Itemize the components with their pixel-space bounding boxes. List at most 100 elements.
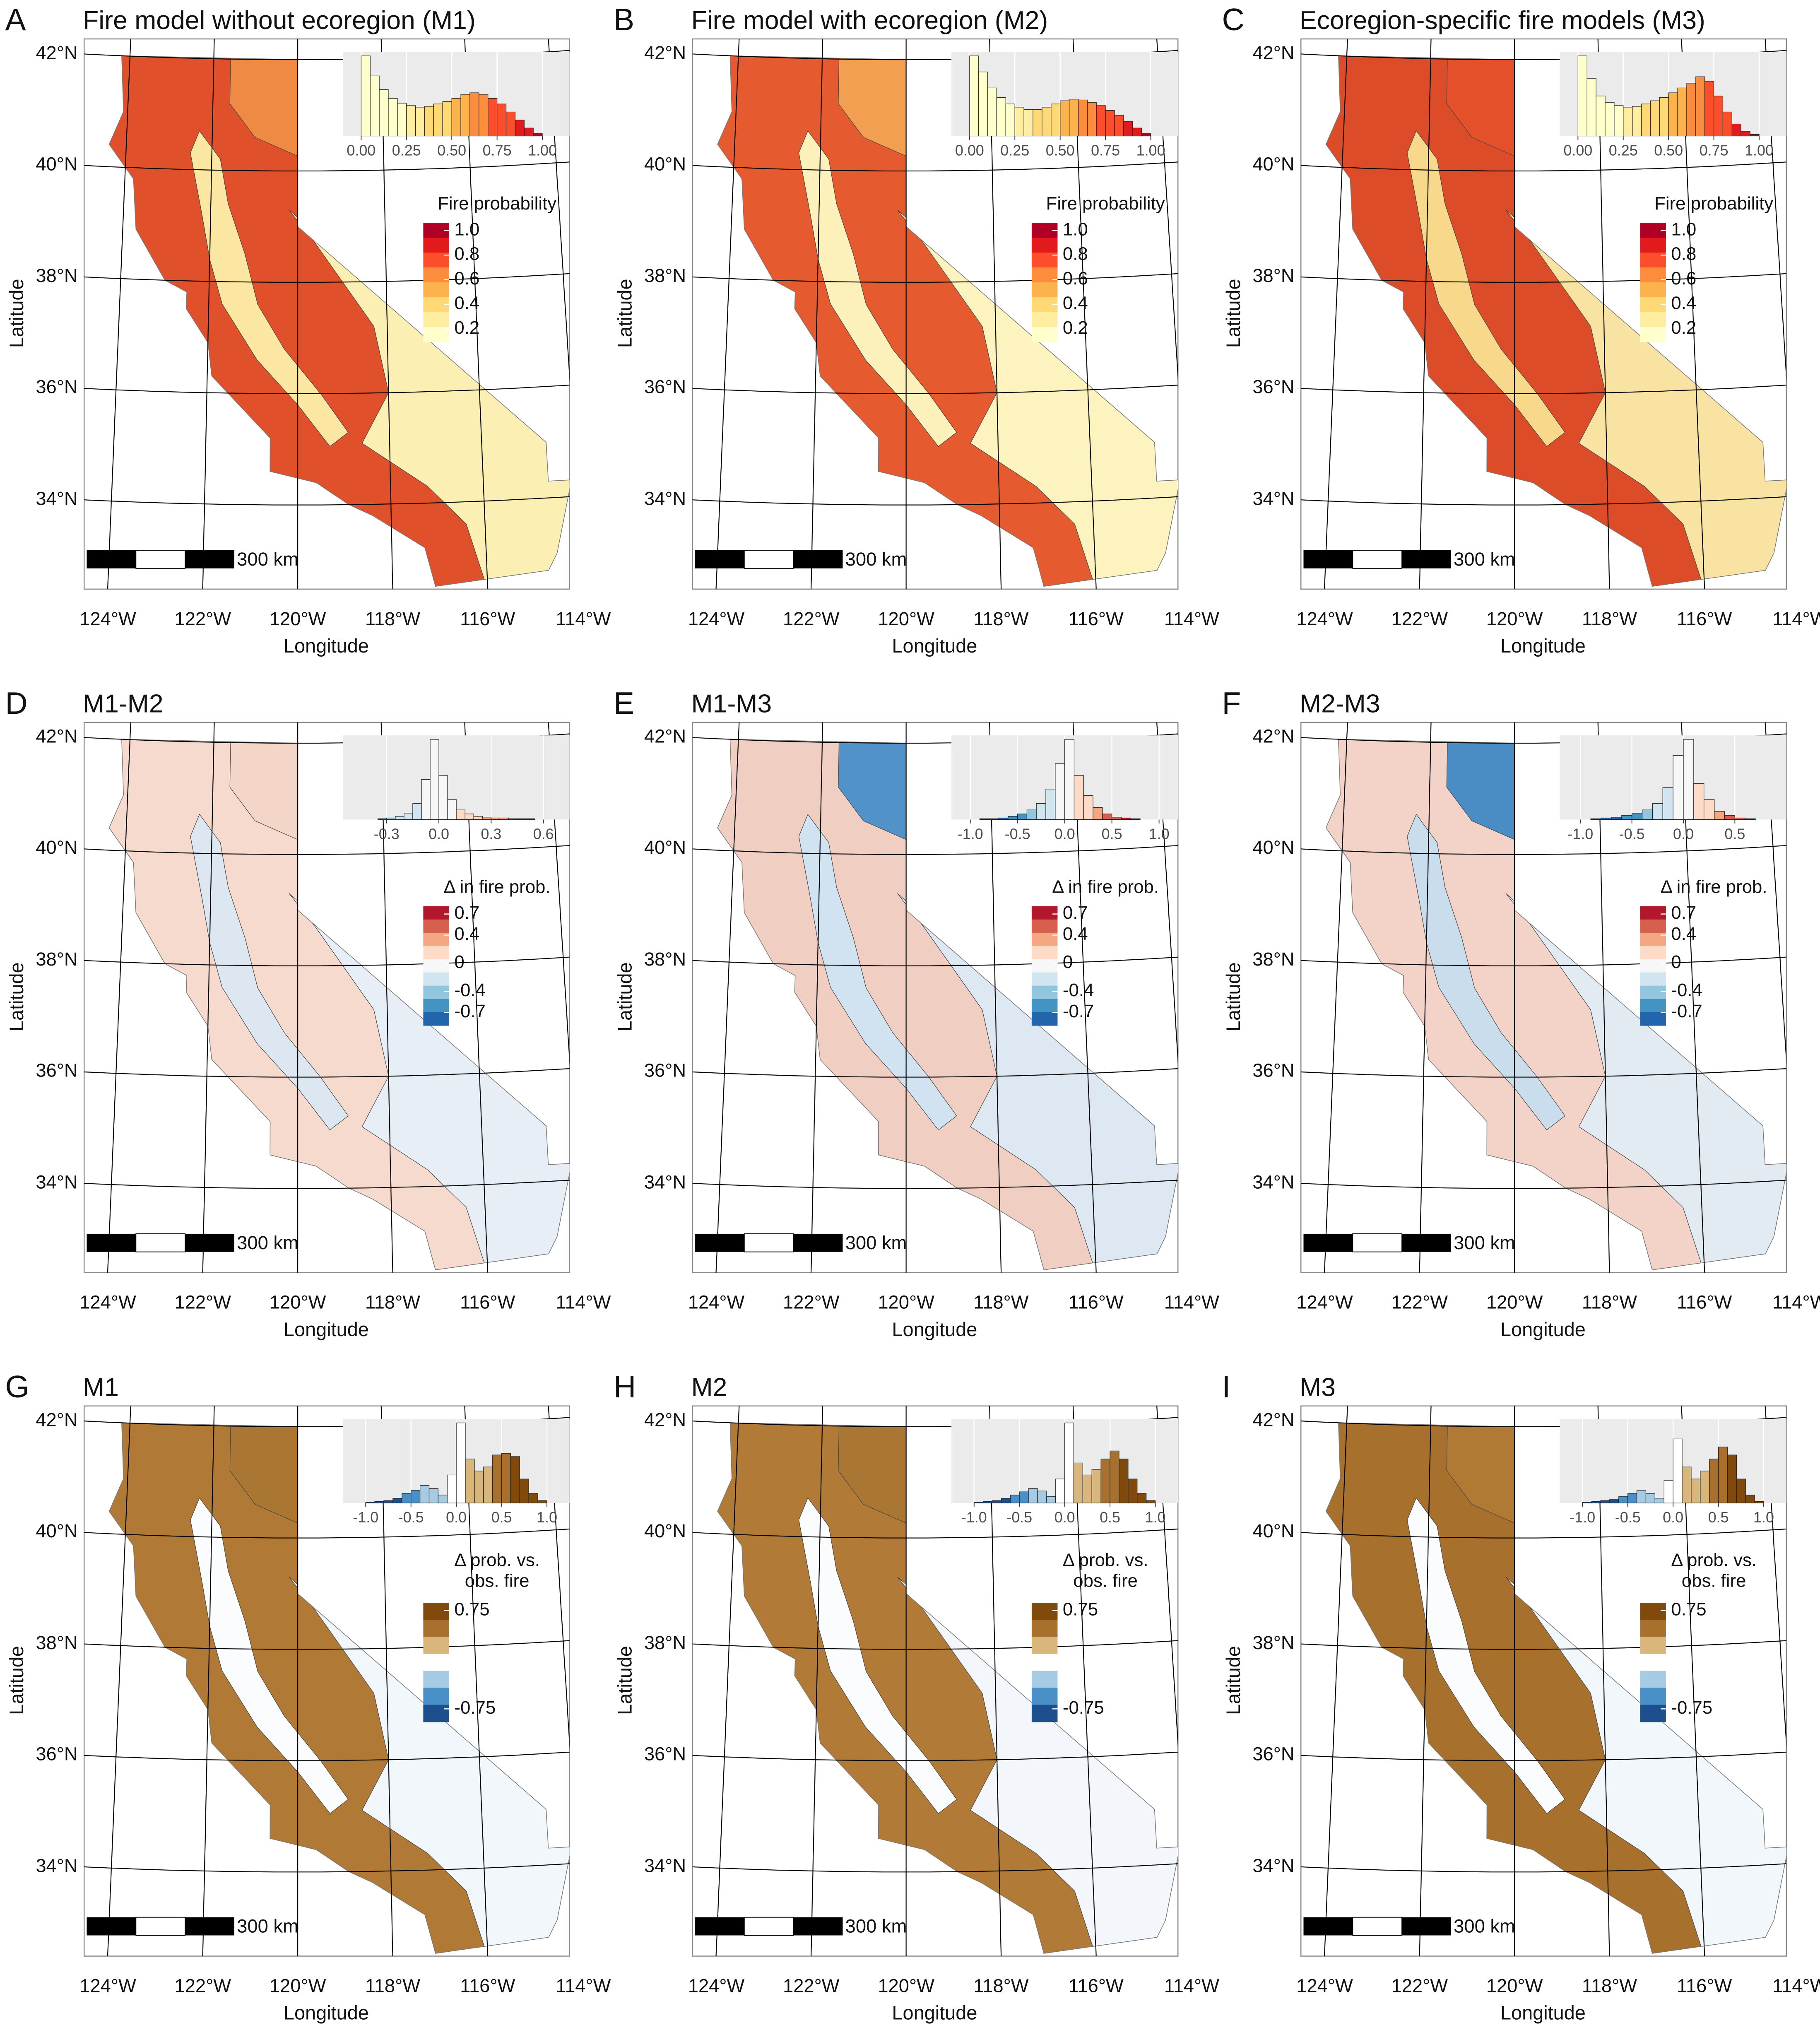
histogram-bar [479,94,489,137]
legend-swatch [1640,237,1666,253]
legend-swatch [1031,237,1058,253]
legend-label: 0.7 [454,903,479,923]
y-tick-label: 34°N [1252,488,1294,509]
histogram-bar [442,101,452,137]
scale-bar [185,550,234,568]
region-northeast [1446,739,1524,844]
histogram-bar [374,1501,384,1503]
histogram-bar [1609,1498,1619,1503]
panel-letter: F [1222,686,1241,720]
graticule-lat [1301,1417,1786,1427]
graticule-lat [1301,1180,1786,1189]
histogram-bar [483,1467,493,1503]
panel-letter: I [1222,1369,1231,1404]
histogram-tick-label: 0.5 [491,1509,512,1526]
histogram-bar [1128,1479,1138,1503]
graticule-lat [84,273,570,283]
x-tick-label: 114°W [1164,608,1219,629]
histogram-bar [474,1471,484,1503]
histogram-bar [1114,115,1124,137]
state-outline [1325,55,1786,587]
legend-swatch [1031,919,1058,933]
map [1301,39,1786,589]
y-tick-label: 42°N [644,726,686,747]
graticule-lat [84,50,570,60]
graticule-lat [84,161,570,172]
x-tick-label: 124°W [79,1975,136,1996]
histogram-bar [1033,109,1042,137]
panel-title: M1-M3 [691,689,772,718]
histogram-bar [1686,83,1696,137]
x-tick-label: 118°W [1582,1975,1637,1996]
legend-label: 0.4 [454,924,479,944]
histogram-bar [1601,817,1612,820]
legend-label: 0.6 [1063,268,1088,289]
histogram-bar [1641,104,1651,137]
graticule-lon [202,39,215,589]
histogram-tick-label: 0.75 [1700,142,1729,159]
scale-bar [1402,1917,1451,1936]
legend-swatch [1031,959,1058,973]
graticule-lat [84,845,570,855]
histogram-bar [978,72,988,137]
graticule-lat [692,50,1178,60]
legend-label: -0.4 [1063,980,1094,1000]
y-tick-label: 38°N [1252,265,1294,286]
x-tick-label: 118°W [973,608,1028,629]
scale-label: 300 km [845,1232,907,1253]
region-northeast [229,55,307,161]
histogram-bar [370,75,380,137]
x-tick-label: 114°W [1772,608,1820,629]
histogram-tick-label: 1.0 [537,1509,557,1526]
y-tick-label: 38°N [36,949,77,970]
x-tick-label: 122°W [783,1292,840,1313]
histogram-bar [501,1453,511,1503]
y-axis-title: Latitude [6,962,27,1031]
y-tick-label: 34°N [644,1172,686,1193]
scale-bar [1303,1917,1353,1936]
legend-swatch [423,1602,449,1621]
legend-swatch [423,919,449,933]
histogram-bar [411,1490,421,1503]
legend-swatch [423,946,449,960]
histogram-tick-label: 0.75 [1091,142,1120,159]
legend-swatch [1640,959,1666,973]
x-axis-title: Longitude [1500,2002,1586,2024]
histogram-bar [1078,99,1088,137]
scale-label: 300 km [237,549,299,570]
histogram-bar [1100,1459,1110,1503]
histogram-tick-label: 0.5 [1708,1509,1729,1526]
y-tick-label: 34°N [36,1172,77,1193]
legend-swatch [423,999,449,1013]
histogram-bar [537,1500,547,1503]
y-tick-label: 38°N [644,1632,686,1653]
legend-swatch [1031,1637,1058,1654]
histogram-bar [1141,133,1151,137]
histogram-bar [1611,816,1622,820]
y-tick-label: 38°N [1252,949,1294,970]
scale-bar [135,1233,186,1252]
histogram-bar [1005,104,1015,137]
legend-label: 0.4 [1671,293,1696,313]
legend-label: -0.75 [1063,1698,1104,1718]
scale-bar [744,550,794,569]
histogram-bar [365,1502,375,1503]
histogram-tick-label: -1.0 [353,1509,378,1526]
histogram-bar [1037,1491,1047,1503]
graticule-lat [84,1068,570,1078]
x-axis-title: Longitude [892,2002,977,2024]
panel-title: Fire model without ecoregion (M1) [83,6,476,35]
scale-bar [135,550,186,569]
y-tick-label: 38°N [644,949,686,970]
region-valley [1407,814,1565,1131]
scale-bar [1352,1233,1403,1252]
legend-swatch [1031,1012,1058,1026]
scale-label: 300 km [237,1916,299,1937]
land [717,1423,1178,1953]
legend-swatch [1640,267,1666,283]
scale-label: 300 km [845,1916,907,1937]
scale-bar [793,550,843,568]
region-northeast [1446,1423,1524,1527]
histogram-bar [1734,817,1745,820]
legend-swatch [423,972,449,986]
